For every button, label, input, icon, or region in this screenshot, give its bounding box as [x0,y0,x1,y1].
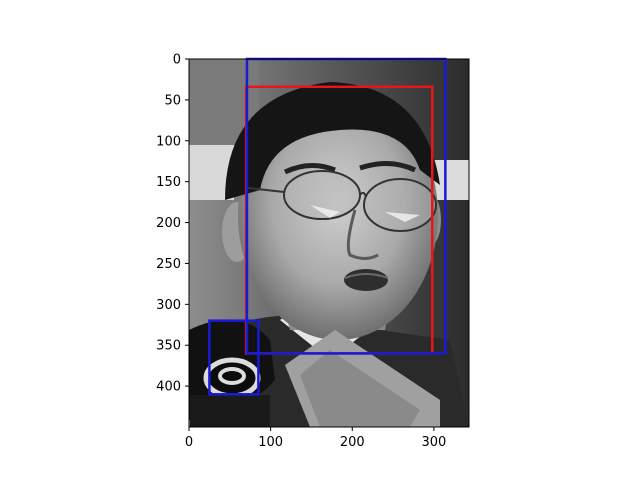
x-tick-label: 200 [340,435,365,450]
x-tick-label: 100 [258,435,283,450]
axes-frame [188,58,470,428]
y-tick-label: 100 [156,134,181,149]
y-tick-label: 400 [156,380,181,395]
y-tick-label: 150 [156,175,181,190]
y-tick-label: 0 [173,53,181,68]
y-tick-label: 50 [164,93,181,108]
y-tick-label: 250 [156,257,181,272]
y-tick-label: 300 [156,298,181,313]
x-tick-label: 300 [421,435,446,450]
blue-box-microphone [208,319,260,396]
y-tick-label: 350 [156,339,181,354]
face-photo [189,59,469,427]
x-tick-label: 0 [185,435,193,450]
y-tick-label: 200 [156,216,181,231]
